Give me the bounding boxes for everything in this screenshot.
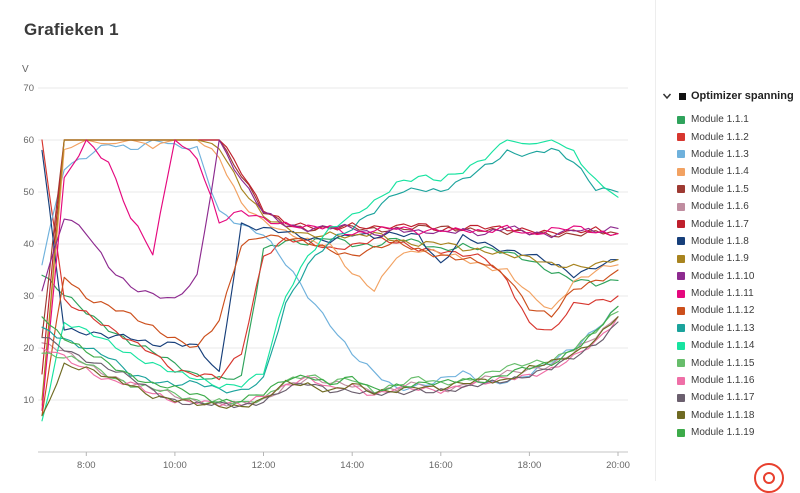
series-color-swatch: [677, 272, 685, 281]
series-color-swatch: [677, 185, 685, 194]
help-button[interactable]: [754, 463, 784, 493]
series-color-swatch: [677, 220, 685, 229]
optimizer-spanning-marker-icon: [679, 92, 686, 100]
voltage-chart[interactable]: 10 20 30 40 50 60 70 8:00 10:00 12:00 14:00 16:00 18…: [0, 62, 650, 474]
legend-item-label: Module 1.1.8: [691, 235, 749, 247]
legend-item[interactable]: Module 1.1.1: [677, 111, 798, 128]
series-line: [41, 139, 619, 406]
legend-item-label: Module 1.1.1: [691, 114, 749, 126]
legend-item[interactable]: Module 1.1.11: [677, 285, 798, 302]
legend-item-label: Module 1.1.16: [691, 375, 755, 387]
series-line: [41, 139, 619, 381]
legend-item-label: Module 1.1.14: [691, 340, 755, 352]
series-line: [41, 139, 619, 392]
legend-items: Module 1.1.1 Module 1.1.2 Module 1.1.3 Modu…: [677, 111, 798, 441]
y-axis-label: 70: [23, 83, 34, 94]
series-line: [41, 305, 619, 403]
y-axis-label: 50: [23, 187, 34, 198]
legend-item-label: Module 1.1.7: [691, 218, 749, 230]
series-line: [41, 316, 619, 407]
series-color-swatch: [677, 376, 685, 385]
series-color-swatch: [677, 411, 685, 420]
series-line: [41, 139, 619, 401]
legend-item[interactable]: Module 1.1.17: [677, 389, 798, 406]
x-axis-label: 10:00: [163, 460, 187, 471]
legend-item-label: Module 1.1.4: [691, 166, 749, 178]
legend-item[interactable]: Module 1.1.7: [677, 215, 798, 232]
y-axis-label: 10: [23, 395, 34, 406]
legend-item[interactable]: Module 1.1.5: [677, 181, 798, 198]
legend-item[interactable]: Module 1.1.9: [677, 250, 798, 267]
legend-item[interactable]: Module 1.1.3: [677, 146, 798, 163]
legend-item[interactable]: Module 1.1.4: [677, 163, 798, 180]
legend-item-label: Module 1.1.2: [691, 131, 749, 143]
series-color-swatch: [677, 393, 685, 402]
legend-title: Optimizer spanning: [691, 90, 794, 102]
legend-item-label: Module 1.1.12: [691, 305, 755, 317]
series-color-swatch: [677, 167, 685, 176]
legend-item[interactable]: Module 1.1.2: [677, 128, 798, 145]
series-color-swatch: [677, 202, 685, 211]
series-color-swatch: [677, 133, 685, 142]
legend-panel: Optimizer spanning Module 1.1.1 Module 1.…: [660, 90, 798, 441]
y-axis-label: 40: [23, 239, 34, 250]
x-axis-label: 8:00: [77, 460, 96, 471]
series-line: [41, 237, 619, 380]
series-color-swatch: [677, 289, 685, 298]
series-color-swatch: [677, 324, 685, 333]
legend-header: Optimizer spanning: [660, 90, 798, 102]
legend-item[interactable]: Module 1.1.8: [677, 233, 798, 250]
legend-item-label: Module 1.1.9: [691, 253, 749, 265]
help-icon: [763, 472, 775, 484]
legend-item-label: Module 1.1.6: [691, 201, 749, 213]
legend-item-label: Module 1.1.17: [691, 392, 755, 404]
x-axis-label: 20:00: [606, 460, 630, 471]
x-axis-label: 18:00: [518, 460, 542, 471]
legend-item[interactable]: Module 1.1.18: [677, 407, 798, 424]
legend-item[interactable]: Module 1.1.13: [677, 320, 798, 337]
legend-item[interactable]: Module 1.1.12: [677, 302, 798, 319]
series-line: [41, 147, 619, 394]
x-axis-label: 12:00: [252, 460, 276, 471]
series-line: [41, 139, 619, 411]
series-color-swatch: [677, 254, 685, 263]
legend-item[interactable]: Module 1.1.15: [677, 354, 798, 371]
legend-item[interactable]: Module 1.1.6: [677, 198, 798, 215]
page-title: Grafieken 1: [24, 20, 119, 39]
legend-item[interactable]: Module 1.1.16: [677, 372, 798, 389]
y-axis-label: 60: [23, 135, 34, 146]
legend-item[interactable]: Module 1.1.14: [677, 337, 798, 354]
legend-item-label: Module 1.1.13: [691, 322, 755, 334]
series-line: [41, 234, 619, 417]
panel-divider: [655, 0, 656, 481]
chevron-down-icon[interactable]: [660, 91, 674, 101]
legend-item-label: Module 1.1.19: [691, 427, 755, 439]
legend-item[interactable]: Module 1.1.10: [677, 268, 798, 285]
y-axis-unit-label: V: [22, 64, 29, 75]
series-color-swatch: [677, 341, 685, 350]
series-color-swatch: [677, 237, 685, 246]
y-axis-label: 20: [23, 343, 34, 354]
x-axis-label: 14:00: [340, 460, 364, 471]
series-line: [41, 316, 619, 417]
series-line: [41, 321, 619, 409]
series-color-swatch: [677, 359, 685, 368]
series-color-swatch: [677, 428, 685, 437]
series-color-swatch: [677, 115, 685, 124]
legend-item-label: Module 1.1.15: [691, 357, 755, 369]
legend-item-label: Module 1.1.11: [691, 288, 754, 300]
legend-item-label: Module 1.1.5: [691, 183, 749, 195]
series-color-swatch: [677, 150, 685, 159]
y-axis-label: 30: [23, 291, 34, 302]
series-line: [41, 139, 619, 299]
legend-item[interactable]: Module 1.1.19: [677, 424, 798, 441]
chart-area: V 10 20 30 40 50 60 70 8:00 10:00 12:00 14:00 16:00…: [0, 62, 650, 474]
legend-item-label: Module 1.1.3: [691, 148, 749, 160]
series-line: [41, 139, 619, 422]
legend-item-label: Module 1.1.18: [691, 409, 755, 421]
legend-item-label: Module 1.1.10: [691, 270, 755, 282]
series-line: [41, 139, 619, 375]
series-color-swatch: [677, 306, 685, 315]
x-axis-label: 16:00: [429, 460, 453, 471]
